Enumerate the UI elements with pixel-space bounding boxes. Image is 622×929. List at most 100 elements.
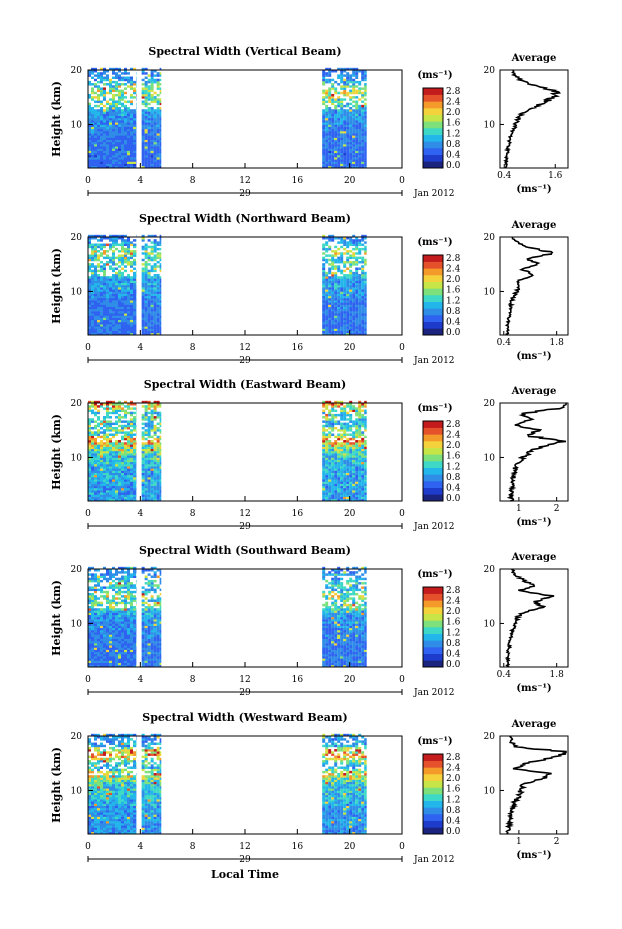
heatmap-cell: [358, 117, 362, 121]
heatmap-cell: [328, 80, 332, 84]
heatmap-cell: [337, 472, 341, 476]
heatmap-cell: [156, 274, 160, 277]
heatmap-cell: [97, 470, 100, 473]
heatmap-cell: [159, 496, 162, 500]
heatmap-cell: [322, 444, 326, 447]
heatmap-cell: [328, 444, 332, 447]
heatmap-cell: [100, 152, 103, 156]
heatmap-cell: [325, 302, 329, 305]
heatmap-cell: [112, 280, 115, 284]
heatmap-cell: [91, 474, 94, 478]
heatmap-cell: [322, 122, 326, 125]
heatmap-cell: [346, 91, 350, 95]
heatmap-cell: [109, 481, 112, 484]
heatmap-cell: [355, 324, 359, 327]
heatmap-cell: [118, 450, 121, 454]
heatmap-cell: [88, 284, 91, 288]
heatmap-cell: [156, 326, 160, 329]
heatmap-cell: [94, 653, 97, 657]
heatmap-cell: [355, 260, 359, 264]
heatmap-cell: [334, 252, 338, 255]
heatmap-cell: [112, 409, 115, 413]
heatmap-cell: [112, 315, 115, 318]
heatmap-cell: [106, 653, 109, 657]
heatmap-cell: [331, 479, 335, 482]
heatmap-cell: [331, 133, 335, 136]
heatmap-cell: [340, 437, 344, 441]
colorbar-band: [423, 268, 443, 276]
heatmap-cell: [144, 130, 148, 134]
heatmap-cell: [331, 313, 335, 316]
heatmap-cell: [100, 494, 103, 497]
heatmap-cell: [159, 492, 162, 495]
heatmap-cell: [352, 254, 356, 257]
heatmap-cell: [118, 258, 121, 262]
heatmap-cell: [361, 413, 365, 417]
heatmap-cell: [88, 107, 91, 110]
heatmap-cell: [100, 128, 103, 132]
heatmap-cell: [334, 133, 338, 136]
heatmap-cell: [334, 144, 338, 147]
heatmap-cell: [349, 135, 353, 138]
heatmap-cell: [147, 159, 151, 162]
heatmap-cell: [328, 247, 332, 251]
heatmap-cell: [94, 483, 97, 487]
heatmap-cell: [144, 330, 148, 334]
heatmap-cell: [153, 461, 157, 465]
heatmap-cell: [94, 463, 97, 467]
heatmap-cell: [325, 413, 329, 417]
heatmap-cell: [343, 409, 347, 413]
heatmap-cell: [94, 466, 97, 469]
heatmap-cell: [106, 313, 109, 316]
heatmap-cell: [103, 126, 106, 130]
heatmap-cell: [361, 115, 365, 119]
heatmap-cell: [94, 468, 97, 471]
heatmap-cell: [159, 98, 162, 101]
heatmap-cell: [322, 78, 326, 82]
heatmap-cell: [109, 234, 112, 238]
heatmap-cell: [358, 274, 362, 277]
heatmap-cell: [91, 126, 94, 130]
heatmap-cell: [153, 98, 157, 101]
heatmap-cell: [361, 107, 365, 110]
heatmap-cell: [147, 276, 151, 279]
heatmap-cell: [91, 658, 94, 661]
heatmap-cell: [103, 477, 106, 480]
heatmap-cell: [127, 274, 130, 277]
heatmap-cell: [106, 165, 109, 169]
heatmap-cell: [121, 102, 124, 106]
heatmap-cell: [352, 256, 356, 260]
heatmap-cell: [337, 470, 341, 473]
heatmap-cell: [150, 295, 154, 299]
heatmap-cell: [115, 241, 118, 244]
heatmap-cell: [94, 470, 97, 473]
heatmap-cell: [150, 448, 154, 452]
heatmap-cell: [121, 487, 124, 491]
heatmap-cell: [147, 444, 151, 447]
heatmap-cell: [94, 446, 97, 450]
heatmap-cell: [103, 161, 106, 164]
heatmap-cell: [100, 100, 103, 103]
heatmap-cell: [109, 300, 112, 303]
heatmap-cell: [144, 137, 148, 140]
heatmap-cell: [358, 282, 362, 286]
heatmap-cell: [97, 115, 100, 119]
heatmap-cell: [121, 308, 124, 312]
heatmap-cell: [159, 446, 162, 450]
heatmap-cell: [118, 271, 121, 275]
heatmap-cell: [346, 245, 350, 249]
heatmap-cell: [150, 256, 154, 260]
heatmap-cell: [127, 453, 130, 456]
heatmap-cell: [112, 72, 115, 75]
heatmap-cell: [340, 130, 344, 134]
heatmap-cell: [334, 254, 338, 257]
heatmap-cell: [147, 154, 151, 158]
heatmap-cell: [94, 287, 97, 290]
heatmap-cell: [331, 150, 335, 154]
heatmap-cell: [109, 113, 112, 117]
heatmap-cell: [121, 444, 124, 447]
heatmap-cell: [91, 649, 94, 653]
heatmap-cell: [88, 152, 91, 156]
x-tick-label: 16: [292, 176, 304, 186]
heatmap-cell: [340, 139, 344, 143]
